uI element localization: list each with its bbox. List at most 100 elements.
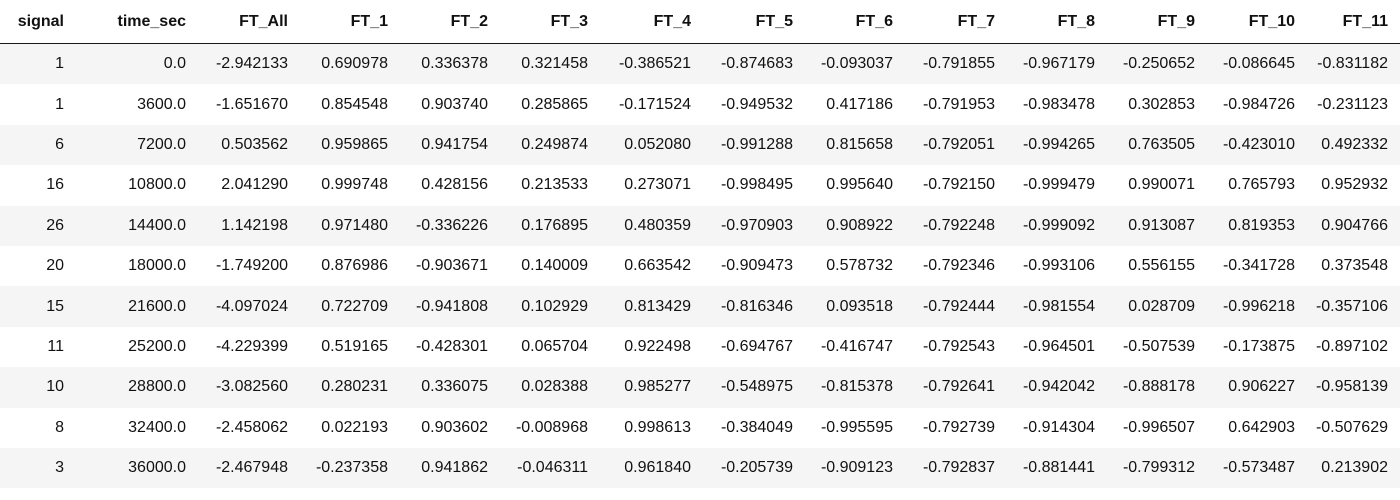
header-row: signal time_sec FT_All FT_1 FT_2 FT_3 FT_4 FT_5… bbox=[0, 0, 1400, 44]
table-cell-ft-8: -0.914304 bbox=[1022, 418, 1095, 436]
table-cell-ft-6: -0.416747 bbox=[820, 337, 893, 355]
table-cell-ft-8: -0.994265 bbox=[1022, 135, 1095, 153]
table-cell-ft-all: -1.651670 bbox=[215, 95, 288, 113]
table-cell-signal: 26 bbox=[46, 216, 64, 234]
table-cell-ft-4: -0.386521 bbox=[618, 55, 691, 73]
table-cell-time-sec: 28800.0 bbox=[128, 378, 186, 396]
table-cell-ft-7: -0.792150 bbox=[922, 176, 995, 194]
table-cell-ft-1: -0.237358 bbox=[315, 459, 388, 477]
table-cell-ft-4: 0.813429 bbox=[624, 297, 691, 315]
table-cell-ft-5: -0.991288 bbox=[720, 135, 793, 153]
table-cell-ft-2: 0.941754 bbox=[421, 135, 488, 153]
table-body: 1 0.0 -2.942133 0.690978 0.336378 0.321458 -0.… bbox=[0, 43, 1400, 489]
table-cell-ft-5: -0.205739 bbox=[720, 459, 793, 477]
table-cell-ft-7: -0.792248 bbox=[922, 216, 995, 234]
table-cell-ft-7: -0.792543 bbox=[922, 337, 995, 355]
column-header-ft-8: FT_8 bbox=[1007, 0, 1107, 44]
table-cell-ft-6: 0.995640 bbox=[826, 176, 893, 194]
table-cell-signal: 11 bbox=[47, 337, 64, 355]
table-row: 26 14400.0 1.142198 0.971480 -0.336226 0.1768… bbox=[0, 205, 1400, 246]
table-cell-ft-11: -0.897102 bbox=[1315, 337, 1388, 355]
table-cell-ft-6: 0.578732 bbox=[826, 257, 893, 275]
table-cell-ft-3: 0.102929 bbox=[521, 297, 588, 315]
table-cell-ft-11: 0.373548 bbox=[1321, 257, 1388, 275]
table-cell-ft-5: -0.970903 bbox=[720, 216, 793, 234]
column-header-ft-10: FT_10 bbox=[1207, 0, 1307, 44]
column-header-ft-all: FT_All bbox=[198, 0, 300, 44]
column-header-ft-6: FT_6 bbox=[805, 0, 905, 44]
table-cell-ft-8: -0.967179 bbox=[1022, 55, 1095, 73]
table-cell-ft-5: -0.909473 bbox=[720, 257, 793, 275]
table-cell-ft-11: -0.958139 bbox=[1315, 378, 1388, 396]
table-cell-ft-7: -0.792051 bbox=[922, 135, 995, 153]
table-cell-ft-5: -0.694767 bbox=[720, 337, 793, 355]
table-cell-ft-11: 0.213902 bbox=[1321, 459, 1388, 477]
table-cell-ft-all: -3.082560 bbox=[215, 378, 288, 396]
table-cell-ft-5: -0.874683 bbox=[720, 55, 793, 73]
column-header-ft-5: FT_5 bbox=[703, 0, 805, 44]
table-cell-signal: 16 bbox=[46, 176, 64, 194]
table-cell-ft-5: -0.816346 bbox=[720, 297, 793, 315]
table-cell-ft-5: -0.949532 bbox=[720, 95, 793, 113]
table-cell-ft-7: -0.792346 bbox=[922, 257, 995, 275]
table-cell-ft-6: -0.995595 bbox=[820, 418, 893, 436]
table-cell-ft-3: -0.046311 bbox=[517, 459, 588, 477]
table-cell-ft-10: -0.341728 bbox=[1222, 257, 1295, 275]
table-cell-time-sec: 10800.0 bbox=[128, 176, 186, 194]
table-cell-ft-7: -0.792444 bbox=[922, 297, 995, 315]
table-cell-time-sec: 0.0 bbox=[163, 55, 186, 73]
table-cell-ft-10: -0.573487 bbox=[1222, 459, 1295, 477]
table-cell-ft-7: -0.791953 bbox=[922, 95, 995, 113]
table-row: 3 36000.0 -2.467948 -0.237358 0.941862 -0.046… bbox=[0, 447, 1400, 489]
table-cell-ft-3: 0.249874 bbox=[521, 135, 588, 153]
table-cell-signal: 6 bbox=[55, 135, 64, 153]
table-header: signal time_sec FT_All FT_1 FT_2 FT_3 FT_4 FT_5… bbox=[0, 0, 1400, 44]
table-cell-signal: 1 bbox=[55, 55, 64, 73]
table-cell-ft-all: -2.467948 bbox=[215, 459, 288, 477]
table-cell-ft-1: 0.854548 bbox=[321, 95, 388, 113]
table-cell-ft-3: 0.176895 bbox=[521, 216, 588, 234]
table-cell-ft-7: -0.792739 bbox=[922, 418, 995, 436]
table-cell-ft-3: 0.140009 bbox=[521, 257, 588, 275]
table-cell-ft-9: -0.888178 bbox=[1122, 378, 1195, 396]
table-cell-ft-1: 0.971480 bbox=[321, 216, 388, 234]
table-cell-signal: 15 bbox=[46, 297, 64, 315]
table-cell-ft-all: -2.458062 bbox=[215, 418, 288, 436]
column-header-time-sec: time_sec bbox=[76, 0, 198, 44]
table-cell-ft-8: -0.964501 bbox=[1022, 337, 1095, 355]
table-cell-ft-11: -0.357106 bbox=[1315, 297, 1388, 315]
table-cell-ft-4: 0.052080 bbox=[624, 135, 691, 153]
table-cell-ft-5: -0.548975 bbox=[720, 378, 793, 396]
table-cell-ft-4: 0.480359 bbox=[624, 216, 691, 234]
table-cell-ft-all: -4.229399 bbox=[215, 337, 288, 355]
table-cell-ft-6: 0.908922 bbox=[826, 216, 893, 234]
table-cell-ft-5: -0.384049 bbox=[720, 418, 793, 436]
table-cell-ft-9: 0.028709 bbox=[1128, 297, 1195, 315]
table-cell-signal: 1 bbox=[55, 95, 64, 113]
table-cell-ft-11: 0.904766 bbox=[1321, 216, 1388, 234]
dataframe-table: signal time_sec FT_All FT_1 FT_2 FT_3 FT_4 FT_5… bbox=[0, 0, 1400, 489]
table-cell-ft-2: 0.428156 bbox=[421, 176, 488, 194]
table-row: 8 32400.0 -2.458062 0.022193 0.903602 -0.0089… bbox=[0, 407, 1400, 448]
table-cell-ft-1: 0.280231 bbox=[321, 378, 388, 396]
table-cell-ft-10: -0.423010 bbox=[1222, 135, 1295, 153]
table-cell-ft-8: -0.999479 bbox=[1022, 176, 1095, 194]
table-cell-ft-all: -4.097024 bbox=[215, 297, 288, 315]
table-cell-ft-4: 0.922498 bbox=[624, 337, 691, 355]
table-cell-ft-1: 0.999748 bbox=[321, 176, 388, 194]
table-cell-ft-11: -0.831182 bbox=[1317, 55, 1388, 73]
table-cell-ft-10: 0.906227 bbox=[1228, 378, 1295, 396]
table-cell-ft-10: -0.984726 bbox=[1222, 95, 1295, 113]
table-cell-ft-10: 0.765793 bbox=[1228, 176, 1295, 194]
table-cell-ft-9: -0.250652 bbox=[1122, 55, 1195, 73]
table-cell-time-sec: 21600.0 bbox=[128, 297, 186, 315]
table-cell-ft-1: 0.519165 bbox=[321, 337, 388, 355]
column-header-ft-3: FT_3 bbox=[500, 0, 600, 44]
table-cell-ft-8: -0.942042 bbox=[1022, 378, 1095, 396]
table-cell-ft-6: 0.417186 bbox=[826, 95, 893, 113]
table-cell-ft-3: 0.321458 bbox=[521, 55, 588, 73]
table-row: 10 28800.0 -3.082560 0.280231 0.336075 0.0283… bbox=[0, 367, 1400, 408]
table-cell-ft-1: 0.959865 bbox=[321, 135, 388, 153]
table-cell-ft-all: 2.041290 bbox=[221, 176, 288, 194]
table-cell-time-sec: 32400.0 bbox=[128, 418, 186, 436]
